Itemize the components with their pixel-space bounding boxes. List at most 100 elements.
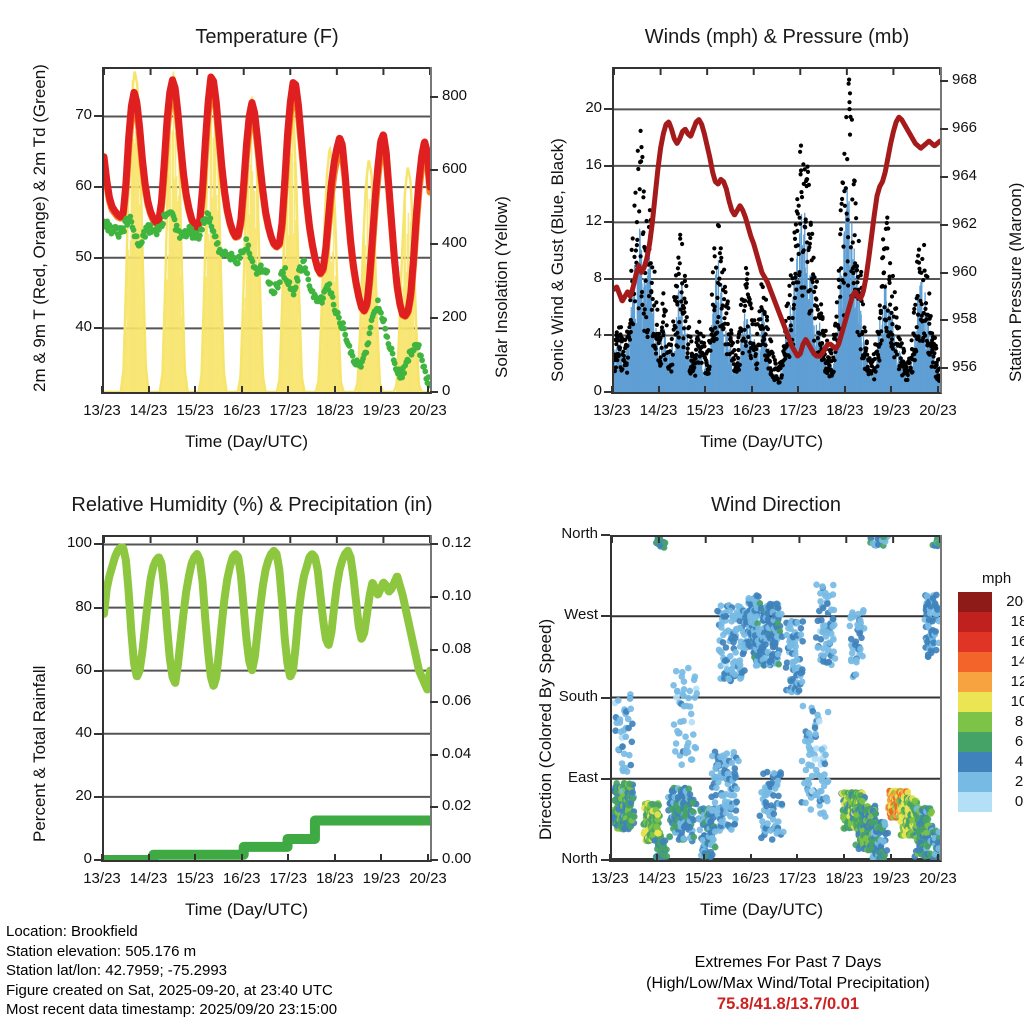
axis-tick-mark bbox=[430, 806, 438, 809]
footer-line: Figure created on Sat, 2025-09-20, at 23… bbox=[6, 981, 333, 999]
axis-tick-mark bbox=[890, 386, 893, 394]
winds-plot-area bbox=[612, 67, 942, 394]
axis-tick-label: 0 bbox=[593, 382, 602, 399]
plot-top-border bbox=[104, 535, 430, 537]
axis-tick-mark bbox=[601, 615, 610, 618]
axis-tick-label: 0.02 bbox=[442, 797, 472, 815]
axis-tick-mark bbox=[194, 386, 197, 394]
colorbar-swatch bbox=[958, 692, 992, 712]
axis-tick-mark bbox=[94, 327, 102, 330]
colorbar-swatch bbox=[958, 632, 992, 652]
axis-tick-label: 16/23 bbox=[732, 402, 771, 419]
axis-tick-label: 20/23 bbox=[409, 870, 447, 887]
axis-tick-mark bbox=[287, 854, 290, 862]
temperature-plot-area bbox=[102, 67, 432, 394]
axis-tick-mark bbox=[430, 169, 438, 172]
temperature-chart-svg bbox=[104, 67, 430, 392]
axis-tick-label: 0.08 bbox=[442, 639, 472, 657]
temperature-xlabel: Time (Day/UTC) bbox=[185, 432, 309, 451]
axis-tick-mark bbox=[940, 80, 948, 83]
axis-tick-mark bbox=[604, 277, 612, 280]
axis-tick-mark bbox=[609, 854, 611, 862]
axis-tick-mark bbox=[430, 596, 438, 599]
axis-tick-label: 18/23 bbox=[826, 402, 864, 419]
axis-tick-label: 20 bbox=[75, 786, 92, 804]
axis-tick-label: 400 bbox=[442, 234, 468, 252]
axis-tick-label: 13/23 bbox=[591, 870, 629, 887]
colorbar-swatch bbox=[958, 732, 992, 752]
axis-tick-mark bbox=[94, 115, 102, 118]
axis-tick-mark bbox=[604, 164, 612, 167]
humidity-xlabel: Time (Day/UTC) bbox=[185, 900, 309, 919]
axis-tick-mark bbox=[430, 701, 438, 704]
axis-tick-mark bbox=[940, 128, 948, 131]
axis-tick-mark bbox=[657, 386, 660, 394]
axis-tick-mark bbox=[604, 108, 612, 111]
axis-tick-label: 14/23 bbox=[129, 870, 168, 887]
axis-tick-label: 17/23 bbox=[778, 870, 817, 887]
axis-tick-mark bbox=[940, 223, 948, 226]
axis-tick-label: 15/23 bbox=[176, 870, 214, 887]
axis-tick-mark bbox=[101, 854, 103, 862]
temperature-y2label: Solar Insolation (Yellow) bbox=[492, 196, 511, 378]
axis-tick-mark bbox=[843, 854, 846, 862]
axis-tick-mark bbox=[430, 95, 438, 98]
axis-tick-label: 19/23 bbox=[362, 870, 401, 887]
axis-tick-mark bbox=[380, 854, 383, 862]
colorbar-label: 8 bbox=[1014, 713, 1024, 730]
axis-tick-label: 60 bbox=[75, 177, 92, 195]
axis-tick-label: 0.12 bbox=[442, 534, 472, 552]
axis-tick-mark bbox=[749, 854, 752, 862]
footer-line: Most recent data timestamp: 2025/09/20 2… bbox=[6, 1001, 338, 1018]
colorbar-label: 2 bbox=[1014, 773, 1024, 790]
colorbar-label: 12 bbox=[1010, 673, 1024, 690]
axis-tick-label: 14/23 bbox=[639, 402, 678, 419]
colorbar-swatch bbox=[958, 772, 992, 792]
axis-tick-mark bbox=[655, 854, 658, 862]
axis-tick-mark bbox=[94, 859, 102, 861]
axis-tick-mark bbox=[430, 753, 438, 756]
axis-tick-label: South bbox=[558, 687, 598, 705]
axis-tick-label: 964 bbox=[952, 166, 978, 184]
axis-tick-label: 0.10 bbox=[442, 587, 472, 605]
axis-tick-mark bbox=[147, 386, 150, 394]
winddir-plot-area bbox=[610, 535, 942, 862]
axis-tick-mark bbox=[287, 386, 290, 394]
axis-tick-mark bbox=[750, 386, 753, 394]
axis-tick-mark bbox=[240, 386, 243, 394]
axis-tick-label: North bbox=[561, 850, 598, 867]
axis-tick-label: 80 bbox=[75, 597, 92, 615]
axis-tick-label: 100 bbox=[66, 534, 92, 552]
axis-tick-label: East bbox=[567, 768, 598, 786]
temperature-ylabel: 2m & 9m T (Red, Orange) & 2m Td (Green) bbox=[30, 64, 49, 392]
axis-tick-mark bbox=[94, 669, 102, 672]
footer-line: Location: Brookfield bbox=[6, 923, 138, 940]
plot-top-border bbox=[612, 535, 940, 537]
axis-tick-mark bbox=[604, 391, 612, 393]
colorbar-swatch bbox=[958, 792, 992, 812]
axis-tick-mark bbox=[702, 854, 705, 862]
axis-tick-mark bbox=[333, 386, 336, 394]
humidity-title: Relative Humidity (%) & Precipitation (i… bbox=[71, 494, 433, 516]
axis-tick-label: 600 bbox=[442, 160, 468, 178]
axis-tick-mark bbox=[937, 854, 939, 862]
axis-tick-mark bbox=[601, 696, 610, 699]
axis-tick-label: 14/23 bbox=[638, 870, 676, 887]
axis-tick-mark bbox=[601, 777, 610, 780]
axis-tick-label: 40 bbox=[75, 318, 92, 336]
axis-tick-label: 14/23 bbox=[129, 402, 168, 419]
axis-tick-label: 15/23 bbox=[684, 870, 723, 887]
colorbar-unit-label: mph bbox=[982, 570, 1012, 587]
colorbar-label: 18 bbox=[1010, 613, 1024, 630]
axis-tick-label: 60 bbox=[75, 660, 92, 678]
plot-top-border bbox=[614, 67, 940, 69]
winds-ylabel: Sonic Wind & Gust (Blue, Black) bbox=[548, 138, 567, 382]
axis-tick-label: 18/23 bbox=[316, 870, 354, 887]
axis-tick-label: 19/23 bbox=[872, 870, 910, 887]
axis-tick-mark bbox=[94, 256, 102, 259]
axis-tick-mark bbox=[194, 854, 197, 862]
footer-line: Station elevation: 505.176 m bbox=[6, 942, 197, 960]
extremes-subheading: (High/Low/Max Wind/Total Precipitation) bbox=[646, 975, 930, 992]
colorbar-label: 4 bbox=[1014, 753, 1024, 770]
axis-tick-label: 13/23 bbox=[593, 402, 631, 419]
